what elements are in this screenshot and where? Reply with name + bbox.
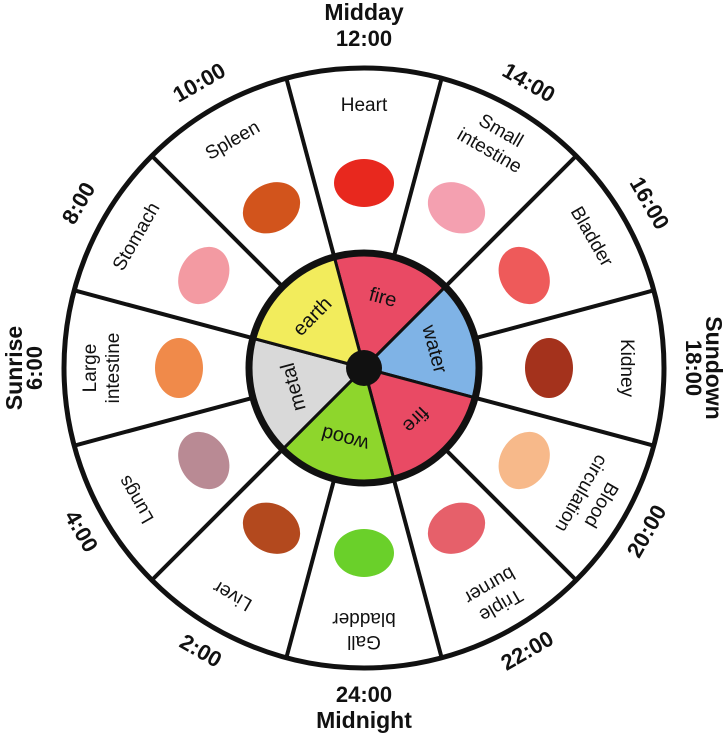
- time-label: 12:00: [336, 26, 392, 51]
- organ-icon: [498, 246, 550, 305]
- sector-divider: [443, 154, 578, 289]
- organ-label: Large: [80, 344, 101, 393]
- time-label: 8:00: [57, 178, 101, 229]
- organ-icon: [155, 338, 203, 398]
- time-label: 6:00: [22, 346, 47, 390]
- time-label: 2:00: [176, 629, 227, 673]
- sector-divider: [73, 395, 254, 448]
- sector-divider: [73, 288, 254, 341]
- sector-divider: [284, 77, 337, 258]
- time-label: 16:00: [625, 173, 675, 234]
- sector-divider: [284, 478, 337, 659]
- center-hub: [346, 350, 382, 386]
- organ-label: Kidney: [616, 339, 637, 398]
- organ-label: Heart: [341, 95, 388, 116]
- heading-left: Sunrise: [1, 326, 27, 410]
- organ-icon: [427, 502, 486, 554]
- time-label: 14:00: [498, 58, 559, 108]
- organ-label: intestine: [103, 333, 124, 404]
- time-label: 18:00: [681, 340, 706, 396]
- organ-icon: [334, 529, 394, 577]
- heading-top: Midday: [324, 0, 403, 25]
- organ-icon: [242, 502, 301, 554]
- organ-icon: [334, 159, 394, 207]
- sector-divider: [150, 154, 285, 289]
- time-label: 24:00: [336, 682, 392, 707]
- time-label: 10:00: [169, 58, 230, 108]
- time-label: 4:00: [60, 506, 104, 557]
- sector-divider: [443, 447, 578, 582]
- organ-icon: [427, 182, 486, 234]
- sector-divider: [150, 447, 285, 582]
- organ-icon: [525, 338, 573, 398]
- organ-label: bladder: [332, 608, 396, 629]
- heading-right: Sundown: [701, 316, 727, 419]
- element-ring: [245, 249, 483, 487]
- organ-icon: [242, 182, 301, 234]
- sector-divider: [391, 478, 444, 659]
- sector-divider: [474, 395, 655, 448]
- organ-label: Gall: [347, 631, 381, 652]
- heading-bottom: Midnight: [316, 707, 412, 733]
- organ-icon: [178, 246, 230, 305]
- organ-icon: [178, 431, 230, 490]
- organ-icon: [498, 431, 550, 490]
- sector-divider: [474, 288, 655, 341]
- sector-divider: [391, 77, 444, 258]
